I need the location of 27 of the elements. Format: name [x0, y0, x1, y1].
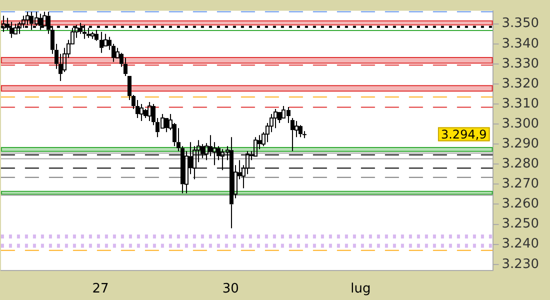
candlestick [140, 104, 144, 122]
y-tick-label: 3.320 [502, 76, 539, 92]
candlestick [124, 57, 128, 76]
y-tick-label: 3.340 [502, 36, 539, 52]
y-tick-label: 3.280 [502, 156, 539, 172]
y-tick-label: 3.240 [502, 236, 539, 252]
candlestick [100, 31, 104, 54]
candlestick [278, 112, 282, 124]
y-tick-label: 3.230 [502, 256, 539, 272]
x-tick-label: lug [350, 282, 371, 297]
y-tick-label: 3.330 [502, 56, 539, 72]
y-tick-label: 3.250 [502, 216, 539, 232]
x-tick-label: 27 [92, 282, 109, 297]
candlestick [148, 102, 152, 122]
y-tick-label: 3.260 [502, 196, 539, 212]
y-tick-label: 3.290 [502, 136, 539, 152]
candlestick [298, 124, 302, 138]
candlestick [274, 108, 278, 129]
candlestick [164, 118, 168, 133]
candlestick [86, 27, 90, 38]
y-tick-label: 3.300 [502, 116, 539, 132]
annotation: 3.294,9 [440, 127, 487, 142]
y-tick-label: 3.310 [502, 96, 539, 112]
y-tick-label: 3.350 [502, 16, 539, 32]
y-tick-label: 3.270 [502, 176, 539, 192]
x-tick-label: 30 [222, 282, 239, 297]
candlestick [94, 29, 98, 42]
